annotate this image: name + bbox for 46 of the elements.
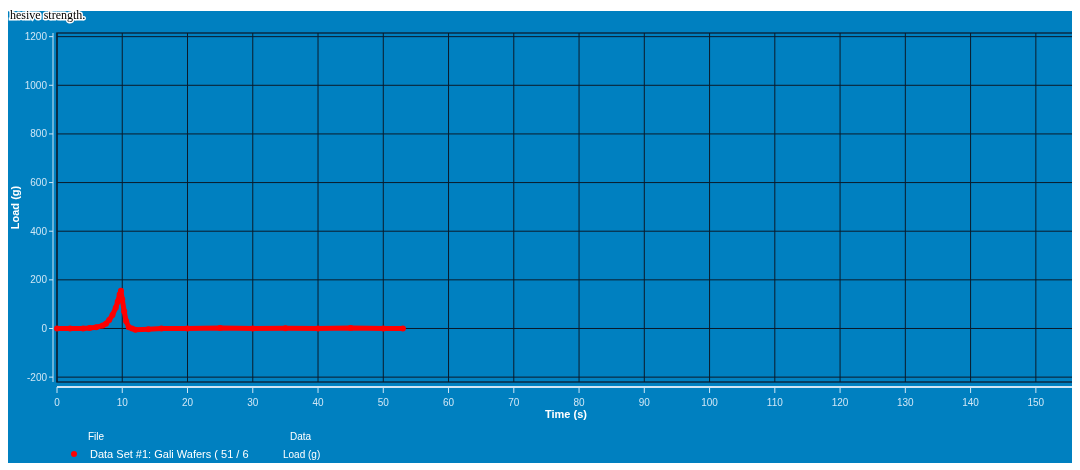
y-tick-label: 800 (30, 128, 48, 140)
point (145, 326, 152, 333)
point (109, 312, 116, 319)
y-axis-title: Load (g) (9, 185, 21, 230)
x-tick-label: 0 (54, 397, 61, 408)
y-tick-label: 0 (41, 322, 48, 334)
point (80, 325, 87, 332)
x-tick-label: 140 (962, 397, 980, 408)
x-tick-label: 150 (1027, 397, 1045, 408)
y-tick-label: -200 (26, 371, 48, 383)
point (114, 298, 121, 305)
legend-title: File (88, 431, 105, 442)
x-tick-label: 70 (508, 397, 520, 408)
x-tick-label: 120 (831, 397, 849, 408)
x-tick-label: 50 (377, 397, 390, 408)
x-tick-label: 80 (573, 397, 586, 408)
point (106, 316, 113, 323)
x-tick-label: 40 (312, 397, 325, 408)
point (54, 325, 60, 332)
x-tick-label: 60 (442, 397, 455, 408)
point (86, 325, 93, 332)
y-tick-label: 400 (30, 225, 48, 237)
x-tick-label: 110 (766, 397, 784, 408)
point (121, 308, 128, 315)
x-tick-label: 90 (638, 397, 651, 408)
point (123, 318, 130, 325)
y-tick-label: 200 (30, 274, 48, 286)
y-tick-label: 1000 (24, 79, 48, 91)
x-tick-label: 30 (247, 397, 259, 408)
x-tick-label: 130 (896, 397, 915, 408)
x-tick-label: 10 (116, 397, 129, 408)
y-tick-label: 600 (30, 177, 48, 189)
text: Load (g) (283, 449, 321, 460)
point (347, 325, 354, 332)
x-tick-label: 20 (181, 397, 194, 408)
text: hesive strength. (10, 7, 86, 22)
point (217, 325, 224, 332)
point (117, 287, 124, 294)
point (112, 304, 119, 311)
point (93, 324, 100, 331)
x-axis-title: Time (s) (545, 408, 588, 420)
legend-label: Data Set #1: Gali Wafers ( 51 / 6 (90, 448, 249, 460)
x-tick-label: 100 (701, 397, 719, 408)
y-tick-label: 1200 (24, 31, 48, 43)
text: Data (290, 431, 312, 442)
point (282, 325, 289, 332)
